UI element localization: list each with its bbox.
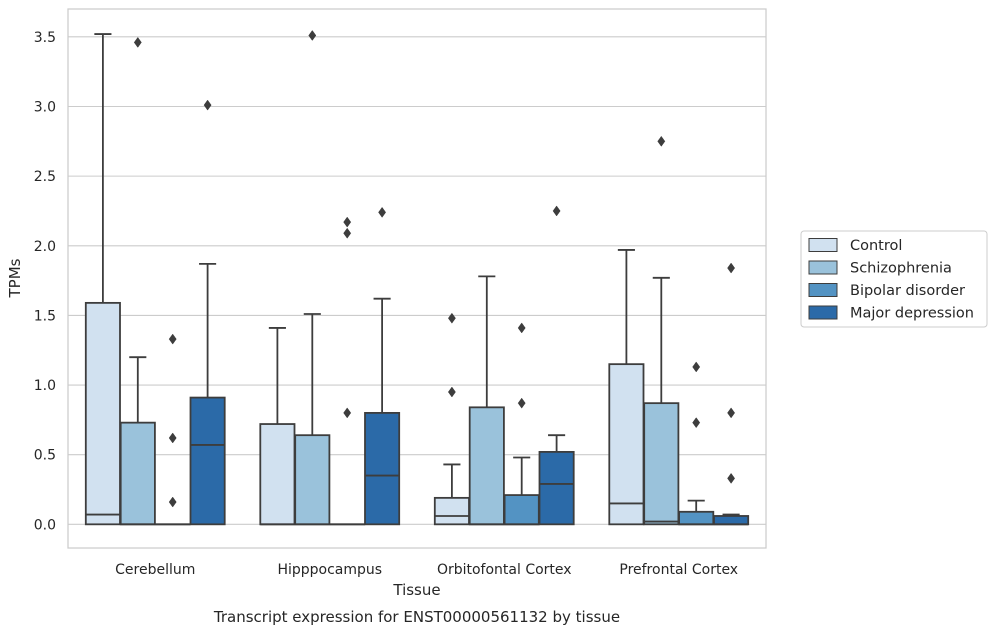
legend-swatch — [809, 284, 837, 297]
box — [260, 424, 294, 524]
legend-label: Schizophrenia — [850, 261, 952, 277]
x-tick-label: Hipppocampus — [277, 562, 382, 578]
x-axis-label: Tissue — [392, 581, 440, 599]
legend: Control Schizophrenia Bipolar disorder Majo… — [801, 231, 987, 327]
box — [435, 498, 469, 524]
box — [365, 413, 399, 524]
y-tick-label: 0.5 — [34, 448, 56, 464]
y-tick-label: 1.5 — [34, 308, 56, 324]
y-tick-label: 2.0 — [34, 239, 56, 255]
box — [679, 512, 713, 525]
legend-swatch — [809, 306, 837, 319]
legend-swatch — [809, 261, 837, 274]
x-tick-label: Prefrontal Cortex — [619, 562, 738, 578]
box — [609, 364, 643, 524]
y-tick-label: 0.0 — [34, 517, 56, 533]
box — [505, 495, 539, 524]
box — [539, 452, 573, 524]
x-tick-label: Orbitofontal Cortex — [437, 562, 572, 578]
y-tick-label: 3.0 — [34, 99, 56, 115]
box — [295, 435, 329, 524]
box — [714, 516, 748, 524]
x-tick-label: Cerebellum — [115, 562, 195, 578]
box — [190, 398, 224, 525]
y-axis-label: TPMs — [6, 258, 24, 298]
legend-label: Control — [850, 238, 902, 254]
y-tick-label: 2.5 — [34, 169, 56, 185]
box — [86, 303, 120, 524]
legend-label: Bipolar disorder — [850, 283, 965, 299]
legend-label: Major depression — [850, 306, 974, 322]
y-tick-label: 3.5 — [34, 30, 56, 46]
box — [121, 423, 155, 525]
legend-swatch — [809, 239, 837, 252]
box — [644, 403, 678, 524]
y-tick-label: 1.0 — [34, 378, 56, 394]
figure-caption: Transcript expression for ENST0000056113… — [213, 608, 620, 626]
box — [470, 407, 504, 524]
